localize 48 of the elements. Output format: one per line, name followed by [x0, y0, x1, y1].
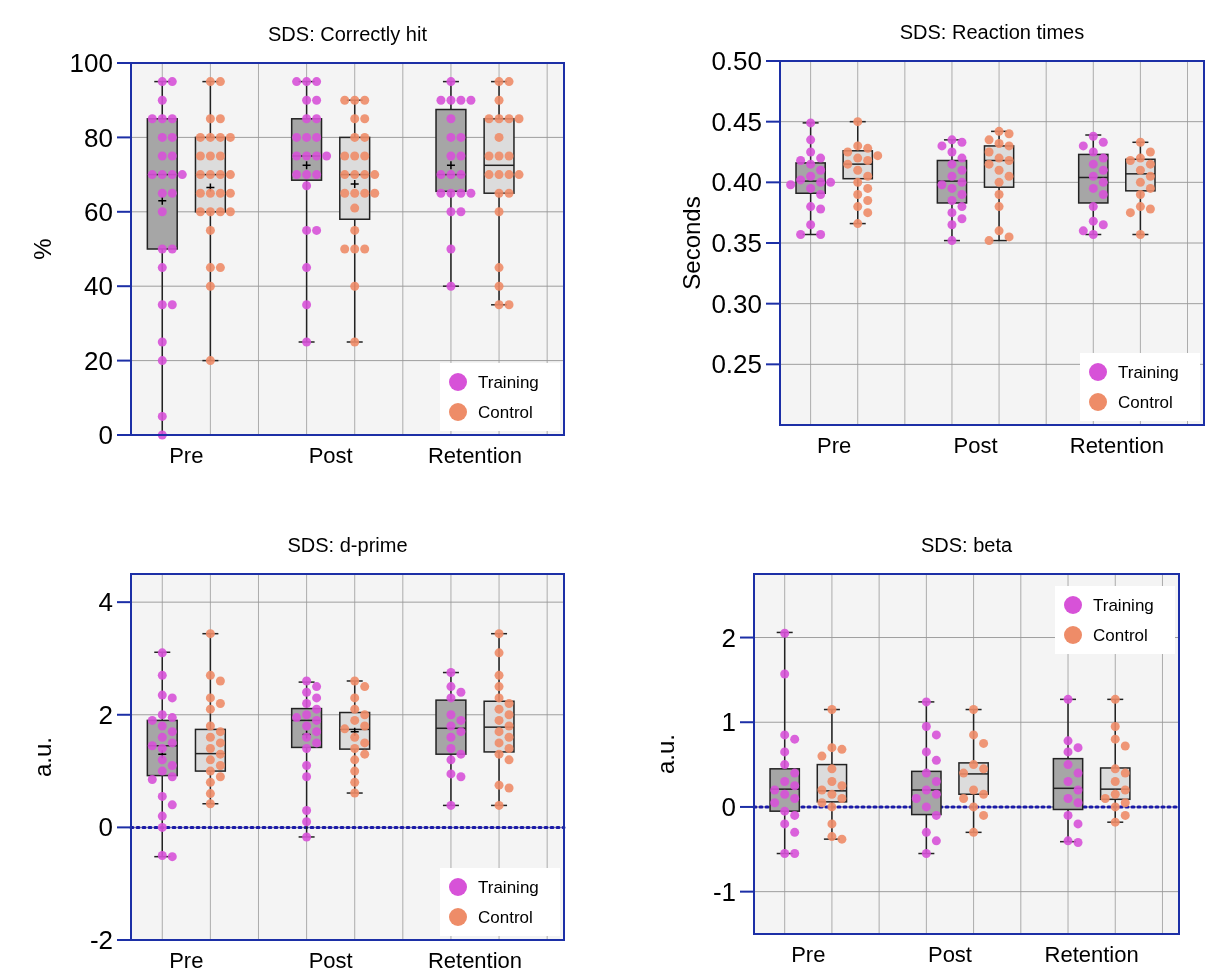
y-tick-label: 40: [84, 271, 113, 302]
chart-title: SDS: beta: [920, 534, 1013, 556]
chart-title: SDS: Reaction times: [899, 21, 1085, 43]
y-tick-label: 80: [84, 122, 113, 153]
y-tick-label: 4: [98, 587, 113, 618]
legend-label: Control: [1093, 625, 1148, 645]
y-tick-label: 2: [98, 699, 113, 730]
legend-label: Training: [478, 877, 539, 897]
y-tick-label: -2: [89, 925, 113, 956]
y-axis-title: a.u.: [652, 733, 679, 775]
y-tick-label: 0.35: [711, 228, 762, 259]
x-tick-label: Retention: [427, 948, 523, 973]
y-tick-label: 0: [98, 812, 113, 843]
x-tick-label: Retention: [1069, 433, 1164, 458]
y-tick-label: 0.40: [711, 167, 762, 198]
y-tick-label: -1: [712, 876, 736, 907]
legend-label: Training: [1093, 595, 1154, 615]
y-tick-label: 0.45: [711, 106, 762, 137]
y-tick-label: 0: [98, 420, 113, 451]
x-tick-label: Post: [953, 433, 998, 458]
legend-label: Control: [1118, 392, 1173, 412]
x-tick-label: Pre: [817, 433, 852, 458]
y-axis-title: a.u.: [29, 736, 56, 778]
y-tick-label: 0.50: [711, 46, 762, 77]
legend-label: Control: [478, 402, 533, 422]
y-tick-label: 100: [69, 48, 113, 79]
y-axis-title: %: [29, 238, 56, 260]
x-tick-label: Pre: [169, 948, 204, 973]
x-tick-label: Pre: [169, 443, 204, 468]
x-tick-label: Post: [927, 942, 972, 967]
y-tick-label: 0: [721, 792, 736, 823]
y-tick-label: 20: [84, 345, 113, 376]
x-tick-label: Retention: [1044, 942, 1139, 967]
y-tick-label: 60: [84, 196, 113, 227]
legend-label: Training: [1118, 362, 1179, 382]
y-tick-label: 1: [721, 707, 736, 738]
x-tick-label: Post: [308, 948, 353, 973]
chart-title: SDS: Correctly hit: [268, 23, 428, 45]
chart-title: SDS: d-prime: [287, 534, 408, 556]
y-axis-title: Seconds: [678, 196, 705, 290]
legend-label: Training: [478, 372, 539, 392]
y-tick-label: 0.30: [711, 288, 762, 319]
x-tick-label: Post: [308, 443, 353, 468]
x-tick-label: Retention: [427, 443, 523, 468]
legend-label: Control: [478, 907, 533, 927]
y-tick-label: 2: [721, 622, 736, 653]
x-tick-label: Pre: [791, 942, 826, 967]
y-tick-label: 0.25: [711, 349, 762, 380]
